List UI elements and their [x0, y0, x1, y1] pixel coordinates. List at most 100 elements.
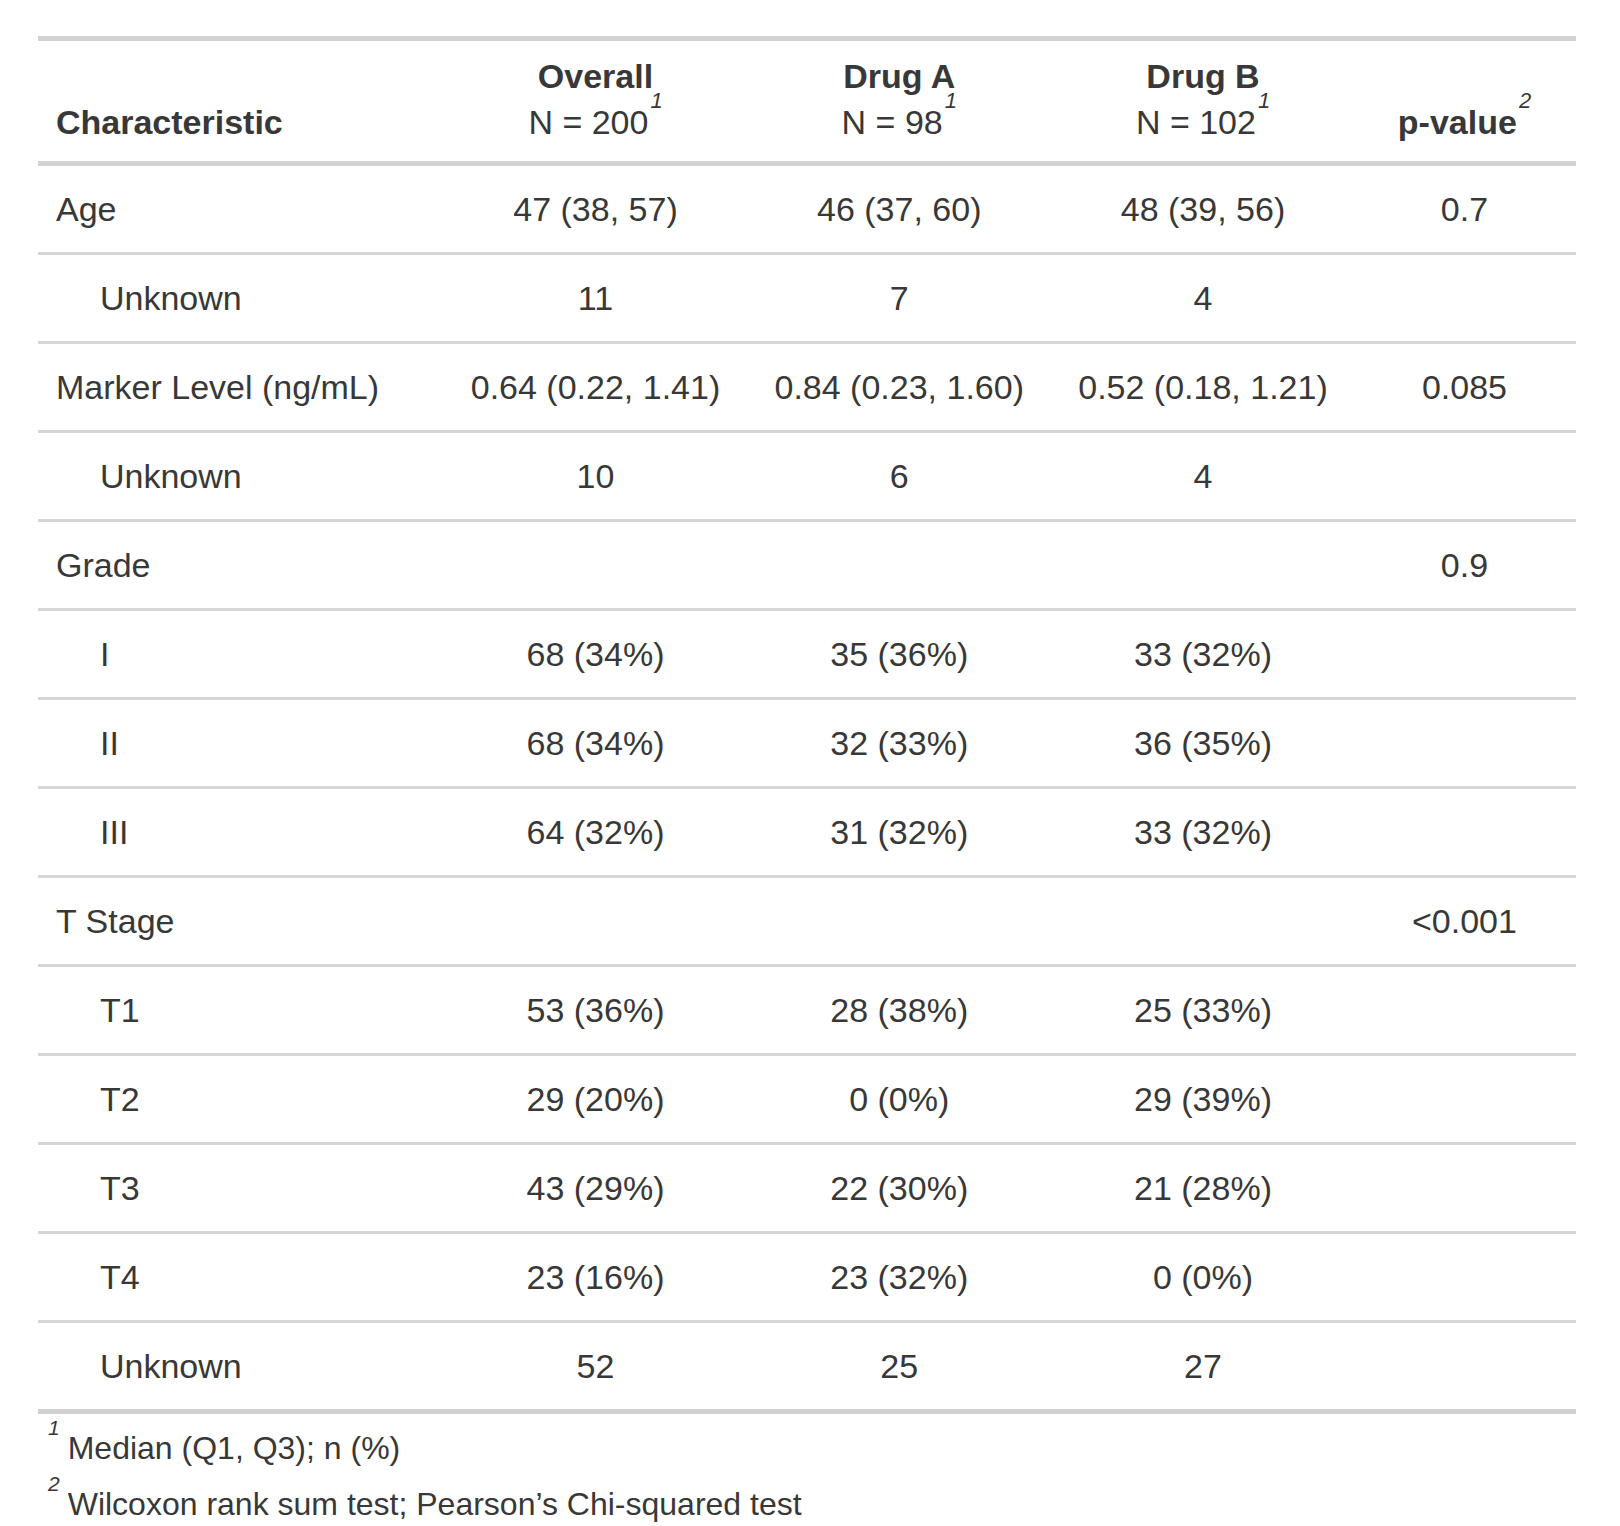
table-footnotes: 1 Median (Q1, Q3); n (%) 2Wilcoxon rank s… — [38, 1412, 1576, 1526]
column-header-drug-b: Drug B N = 1021 — [1053, 39, 1353, 164]
cell-p-value — [1353, 254, 1576, 343]
cell-characteristic: Grade — [38, 521, 446, 610]
cell-drug-a: 31 (32%) — [745, 788, 1053, 877]
cell-drug-a — [745, 877, 1053, 966]
footnote-1: 1 Median (Q1, Q3); n (%) — [38, 1412, 1576, 1477]
footnote-marker: 1 — [945, 88, 957, 113]
cell-p-value: 0.7 — [1353, 164, 1576, 254]
table-row: T1 53 (36%) 28 (38%) 25 (33%) — [38, 966, 1576, 1055]
cell-overall: 52 — [446, 1322, 746, 1412]
column-header-drug-b-label: Drug B — [1059, 53, 1347, 99]
cell-drug-a: 0.84 (0.23, 1.60) — [745, 343, 1053, 432]
cell-characteristic: T4 — [38, 1233, 446, 1322]
cell-drug-b: 0 (0%) — [1053, 1233, 1353, 1322]
cell-drug-a: 7 — [745, 254, 1053, 343]
table-row: T4 23 (16%) 23 (32%) 0 (0%) — [38, 1233, 1576, 1322]
table-row: I 68 (34%) 35 (36%) 33 (32%) — [38, 610, 1576, 699]
cell-p-value: 0.085 — [1353, 343, 1576, 432]
cell-drug-b: 4 — [1053, 432, 1353, 521]
footnote-1-text: Median (Q1, Q3); n (%) — [68, 1430, 401, 1466]
column-header-characteristic: Characteristic — [38, 39, 446, 164]
table-row: T2 29 (20%) 0 (0%) 29 (39%) — [38, 1055, 1576, 1144]
column-header-overall-label: Overall — [452, 53, 740, 99]
cell-p-value — [1353, 1055, 1576, 1144]
footnote-marker: 1 — [650, 88, 662, 113]
cell-drug-a: 0 (0%) — [745, 1055, 1053, 1144]
table-row: Unknown 11 7 4 — [38, 254, 1576, 343]
cell-drug-a: 22 (30%) — [745, 1144, 1053, 1233]
cell-overall: 29 (20%) — [446, 1055, 746, 1144]
cell-drug-a: 35 (36%) — [745, 610, 1053, 699]
cell-drug-b: 36 (35%) — [1053, 699, 1353, 788]
table-body: Age 47 (38, 57) 46 (37, 60) 48 (39, 56) … — [38, 164, 1576, 1412]
cell-overall: 53 (36%) — [446, 966, 746, 1055]
cell-drug-b: 33 (32%) — [1053, 610, 1353, 699]
cell-p-value — [1353, 610, 1576, 699]
footnote-2-cell: 2Wilcoxon rank sum test; Pearson’s Chi-s… — [38, 1476, 1576, 1526]
table-row: T Stage <0.001 — [38, 877, 1576, 966]
cell-characteristic: Unknown — [38, 1322, 446, 1412]
column-header-drug-a: Drug A N = 981 — [745, 39, 1053, 164]
footnote-2: 2Wilcoxon rank sum test; Pearson’s Chi-s… — [38, 1476, 1576, 1526]
footnote-marker: 2 — [48, 1472, 60, 1495]
table-row: Unknown 10 6 4 — [38, 432, 1576, 521]
cell-overall: 23 (16%) — [446, 1233, 746, 1322]
cell-drug-b: 29 (39%) — [1053, 1055, 1353, 1144]
table-row: Age 47 (38, 57) 46 (37, 60) 48 (39, 56) … — [38, 164, 1576, 254]
table-row: T3 43 (29%) 22 (30%) 21 (28%) — [38, 1144, 1576, 1233]
cell-drug-b: 4 — [1053, 254, 1353, 343]
table-row: II 68 (34%) 32 (33%) 36 (35%) — [38, 699, 1576, 788]
cell-drug-b: 21 (28%) — [1053, 1144, 1353, 1233]
footnote-marker: 1 — [1258, 88, 1270, 113]
table-row: Unknown 52 25 27 — [38, 1322, 1576, 1412]
cell-p-value — [1353, 788, 1576, 877]
cell-overall — [446, 521, 746, 610]
cell-characteristic: Marker Level (ng/mL) — [38, 343, 446, 432]
cell-p-value: <0.001 — [1353, 877, 1576, 966]
cell-overall: 43 (29%) — [446, 1144, 746, 1233]
header-row: Characteristic Overall N = 2001 Drug A N… — [38, 39, 1576, 164]
column-header-drug-a-n: N = 981 — [751, 99, 1047, 145]
cell-p-value — [1353, 966, 1576, 1055]
footnote-marker: 2 — [1519, 88, 1531, 113]
cell-drug-b: 48 (39, 56) — [1053, 164, 1353, 254]
cell-drug-a: 46 (37, 60) — [745, 164, 1053, 254]
cell-overall: 11 — [446, 254, 746, 343]
footnote-marker: 1 — [48, 1416, 60, 1439]
table-row: Marker Level (ng/mL) 0.64 (0.22, 1.41) 0… — [38, 343, 1576, 432]
cell-drug-a: 32 (33%) — [745, 699, 1053, 788]
column-header-drug-a-label: Drug A — [751, 53, 1047, 99]
cell-characteristic: II — [38, 699, 446, 788]
cell-drug-b: 27 — [1053, 1322, 1353, 1412]
cell-characteristic: Age — [38, 164, 446, 254]
cell-drug-a — [745, 521, 1053, 610]
cell-drug-b: 0.52 (0.18, 1.21) — [1053, 343, 1353, 432]
cell-drug-b — [1053, 521, 1353, 610]
table-row: III 64 (32%) 31 (32%) 33 (32%) — [38, 788, 1576, 877]
cell-characteristic: T3 — [38, 1144, 446, 1233]
cell-overall: 47 (38, 57) — [446, 164, 746, 254]
cell-overall — [446, 877, 746, 966]
cell-drug-a: 6 — [745, 432, 1053, 521]
column-header-characteristic-label: Characteristic — [56, 103, 283, 141]
column-header-p-value-label: p-value — [1398, 103, 1517, 141]
cell-characteristic: Unknown — [38, 432, 446, 521]
cell-characteristic: T1 — [38, 966, 446, 1055]
column-header-p-value: p-value2 — [1353, 39, 1576, 164]
cell-overall: 10 — [446, 432, 746, 521]
cell-p-value — [1353, 432, 1576, 521]
cell-drug-b: 25 (33%) — [1053, 966, 1353, 1055]
footnote-1-cell: 1 Median (Q1, Q3); n (%) — [38, 1412, 1576, 1477]
cell-p-value — [1353, 1322, 1576, 1412]
summary-table: Characteristic Overall N = 2001 Drug A N… — [38, 36, 1576, 1526]
cell-drug-a: 28 (38%) — [745, 966, 1053, 1055]
cell-overall: 64 (32%) — [446, 788, 746, 877]
cell-p-value: 0.9 — [1353, 521, 1576, 610]
cell-p-value — [1353, 699, 1576, 788]
cell-drug-b — [1053, 877, 1353, 966]
cell-p-value — [1353, 1144, 1576, 1233]
cell-drug-b: 33 (32%) — [1053, 788, 1353, 877]
column-header-overall-n: N = 2001 — [452, 99, 740, 145]
cell-characteristic: I — [38, 610, 446, 699]
cell-characteristic: III — [38, 788, 446, 877]
